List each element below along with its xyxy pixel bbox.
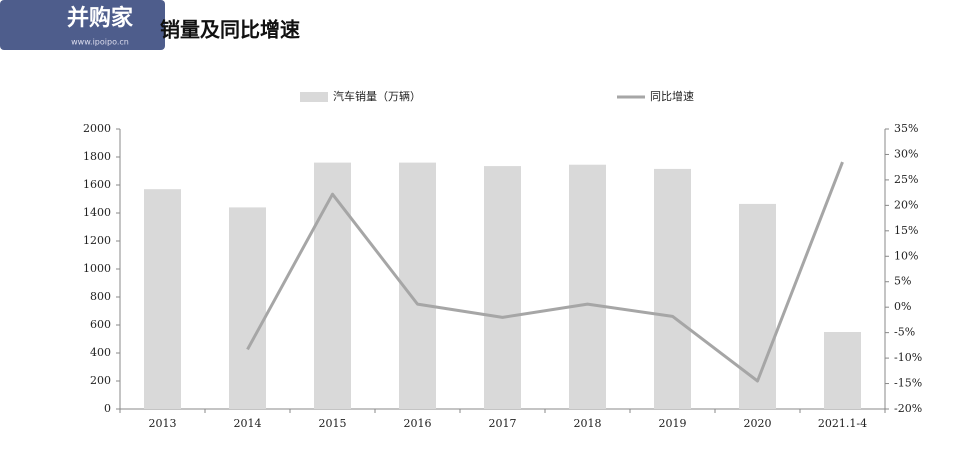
x-tick-label: 2016 xyxy=(404,417,432,430)
y2-tick-label: -10% xyxy=(894,351,922,364)
y2-tick-label: 25% xyxy=(894,173,918,186)
x-tick-label: 2020 xyxy=(744,417,772,430)
x-tick-label: 2013 xyxy=(149,417,177,430)
x-tick-label: 2014 xyxy=(234,417,262,430)
y2-tick-label: 5% xyxy=(894,275,911,288)
x-tick-label: 2017 xyxy=(489,417,517,430)
legend-swatch xyxy=(300,92,328,102)
y-tick-label: 1800 xyxy=(83,150,111,163)
y2-tick-label: 0% xyxy=(894,300,911,313)
y2-tick-label: 15% xyxy=(894,224,918,237)
watermark-box xyxy=(0,0,165,50)
bar xyxy=(484,166,521,409)
y-tick-label: 400 xyxy=(90,346,111,359)
chart-title: 销量及同比增速 xyxy=(160,18,300,42)
legend-label: 汽车销量（万辆） xyxy=(333,89,421,103)
y-tick-label: 800 xyxy=(90,290,111,303)
y2-tick-label: -15% xyxy=(894,377,922,390)
y2-tick-label: 20% xyxy=(894,198,918,211)
y-tick-label: 1600 xyxy=(83,178,111,191)
y-tick-label: 1400 xyxy=(83,206,111,219)
x-tick-label: 2018 xyxy=(574,417,602,430)
x-tick-label: 2021.1-4 xyxy=(818,417,867,430)
bar xyxy=(229,207,266,409)
y-tick-label: 1200 xyxy=(83,234,111,247)
bar xyxy=(739,203,776,409)
x-tick-label: 2019 xyxy=(659,417,687,430)
y-tick-label: 0 xyxy=(104,402,111,415)
x-tick-label: 2015 xyxy=(319,417,347,430)
y-tick-label: 600 xyxy=(90,318,111,331)
y2-tick-label: 30% xyxy=(894,147,918,160)
line xyxy=(246,161,844,383)
y2-tick-label: -5% xyxy=(894,326,915,339)
watermark-url: www.ipoipo.cn xyxy=(71,38,129,47)
y-tick-label: 1000 xyxy=(83,262,111,275)
bar xyxy=(824,332,861,409)
y-tick-label: 2000 xyxy=(83,122,111,135)
y2-tick-label: -20% xyxy=(894,402,922,415)
y2-tick-label: 10% xyxy=(894,249,918,262)
bar xyxy=(654,168,691,409)
watermark-name: 并购家 xyxy=(67,5,134,31)
y-tick-label: 200 xyxy=(90,374,111,387)
legend-label: 同比增速 xyxy=(650,89,694,103)
bar xyxy=(314,162,351,409)
bar xyxy=(569,164,606,409)
y2-tick-label: 35% xyxy=(894,122,918,135)
bar xyxy=(144,189,181,409)
